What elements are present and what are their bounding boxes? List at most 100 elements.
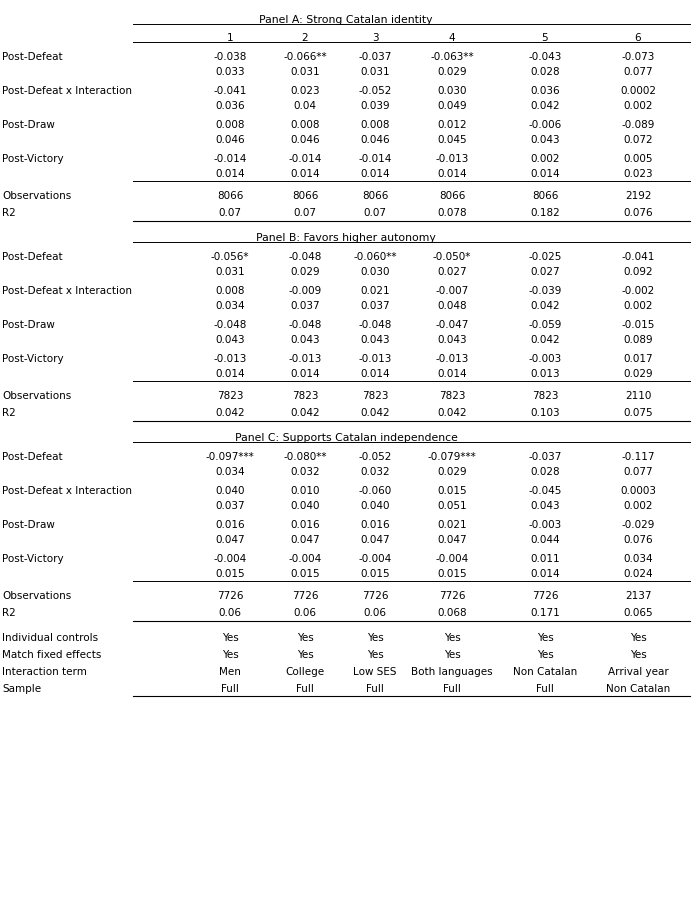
Text: 0.042: 0.042 [215,408,245,418]
Text: Yes: Yes [630,633,646,643]
Text: 0.043: 0.043 [437,335,467,345]
Text: 0.047: 0.047 [361,535,390,545]
Text: 0.089: 0.089 [623,335,653,345]
Text: Post-Defeat: Post-Defeat [2,252,62,262]
Text: 2192: 2192 [625,191,651,201]
Text: 0.042: 0.042 [437,408,467,418]
Text: -0.014: -0.014 [213,154,246,164]
Text: -0.043: -0.043 [528,52,562,62]
Text: -0.048: -0.048 [358,320,392,330]
Text: Interaction term: Interaction term [2,667,87,677]
Text: 0.014: 0.014 [437,369,467,379]
Text: 0.002: 0.002 [623,501,653,511]
Text: Full: Full [536,684,554,694]
Text: 0.013: 0.013 [530,369,560,379]
Text: 0.032: 0.032 [290,467,320,477]
Text: Individual controls: Individual controls [2,633,98,643]
Text: Observations: Observations [2,191,71,201]
Text: -0.080**: -0.080** [283,452,327,462]
Text: 0.182: 0.182 [530,208,560,218]
Text: 0.042: 0.042 [530,301,560,311]
Text: 0.040: 0.040 [290,501,320,511]
Text: -0.004: -0.004 [289,554,322,564]
Text: R2: R2 [2,608,16,618]
Text: -0.045: -0.045 [528,486,562,496]
Text: 0.045: 0.045 [437,135,467,145]
Text: 4: 4 [448,33,455,43]
Text: 0.051: 0.051 [437,501,467,511]
Text: Yes: Yes [367,650,383,660]
Text: 0.068: 0.068 [437,608,467,618]
Text: Full: Full [443,684,461,694]
Text: 0.033: 0.033 [215,67,245,77]
Text: Full: Full [366,684,384,694]
Text: 0.014: 0.014 [361,369,390,379]
Text: 3: 3 [372,33,379,43]
Text: 0.043: 0.043 [290,335,320,345]
Text: 0.049: 0.049 [437,101,467,111]
Text: Post-Draw: Post-Draw [2,320,55,330]
Text: 0.002: 0.002 [530,154,560,164]
Text: 8066: 8066 [217,191,243,201]
Text: -0.013: -0.013 [213,354,246,364]
Text: 0.031: 0.031 [361,67,390,77]
Text: 1: 1 [227,33,233,43]
Text: 7726: 7726 [362,591,388,601]
Text: 0.042: 0.042 [530,335,560,345]
Text: 0.029: 0.029 [437,467,467,477]
Text: 0.024: 0.024 [623,569,653,579]
Text: 7726: 7726 [531,591,558,601]
Text: 0.031: 0.031 [290,67,320,77]
Text: Yes: Yes [221,633,238,643]
Text: 0.016: 0.016 [361,520,390,530]
Text: 0.027: 0.027 [437,267,467,277]
Text: -0.038: -0.038 [213,52,246,62]
Text: -0.014: -0.014 [358,154,392,164]
Text: 5: 5 [542,33,548,43]
Text: 0.014: 0.014 [530,569,560,579]
Text: -0.060**: -0.060** [353,252,397,262]
Text: 0.043: 0.043 [361,335,390,345]
Text: 0.015: 0.015 [437,486,467,496]
Text: Both languages: Both languages [411,667,493,677]
Text: 0.030: 0.030 [361,267,390,277]
Text: 7726: 7726 [292,591,318,601]
Text: Non Catalan: Non Catalan [606,684,670,694]
Text: 0.008: 0.008 [290,120,320,130]
Text: 8066: 8066 [439,191,465,201]
Text: 0.06: 0.06 [293,608,316,618]
Text: -0.004: -0.004 [358,554,392,564]
Text: -0.050*: -0.050* [432,252,471,262]
Text: 0.005: 0.005 [623,154,653,164]
Text: 0.015: 0.015 [437,569,467,579]
Text: Arrival year: Arrival year [608,667,668,677]
Text: Yes: Yes [297,633,313,643]
Text: 0.171: 0.171 [530,608,560,618]
Text: 0.103: 0.103 [530,408,560,418]
Text: 0.043: 0.043 [530,135,560,145]
Text: Men: Men [219,667,241,677]
Text: 0.008: 0.008 [215,120,245,130]
Text: 0.042: 0.042 [290,408,320,418]
Text: 0.014: 0.014 [290,169,320,179]
Text: 0.039: 0.039 [361,101,390,111]
Text: -0.089: -0.089 [621,120,655,130]
Text: 7823: 7823 [362,391,388,401]
Text: -0.048: -0.048 [213,320,246,330]
Text: 7823: 7823 [217,391,244,401]
Text: Post-Victory: Post-Victory [2,154,64,164]
Text: 0.010: 0.010 [290,486,320,496]
Text: 0.014: 0.014 [361,169,390,179]
Text: 0.043: 0.043 [215,335,245,345]
Text: Yes: Yes [536,650,554,660]
Text: 0.011: 0.011 [530,554,560,564]
Text: 0.008: 0.008 [361,120,390,130]
Text: 0.023: 0.023 [290,86,320,96]
Text: -0.013: -0.013 [358,354,392,364]
Text: Post-Defeat x Interaction: Post-Defeat x Interaction [2,286,132,296]
Text: 0.06: 0.06 [363,608,387,618]
Text: -0.066**: -0.066** [283,52,327,62]
Text: 0.036: 0.036 [530,86,560,96]
Text: -0.025: -0.025 [528,252,562,262]
Text: Yes: Yes [444,650,460,660]
